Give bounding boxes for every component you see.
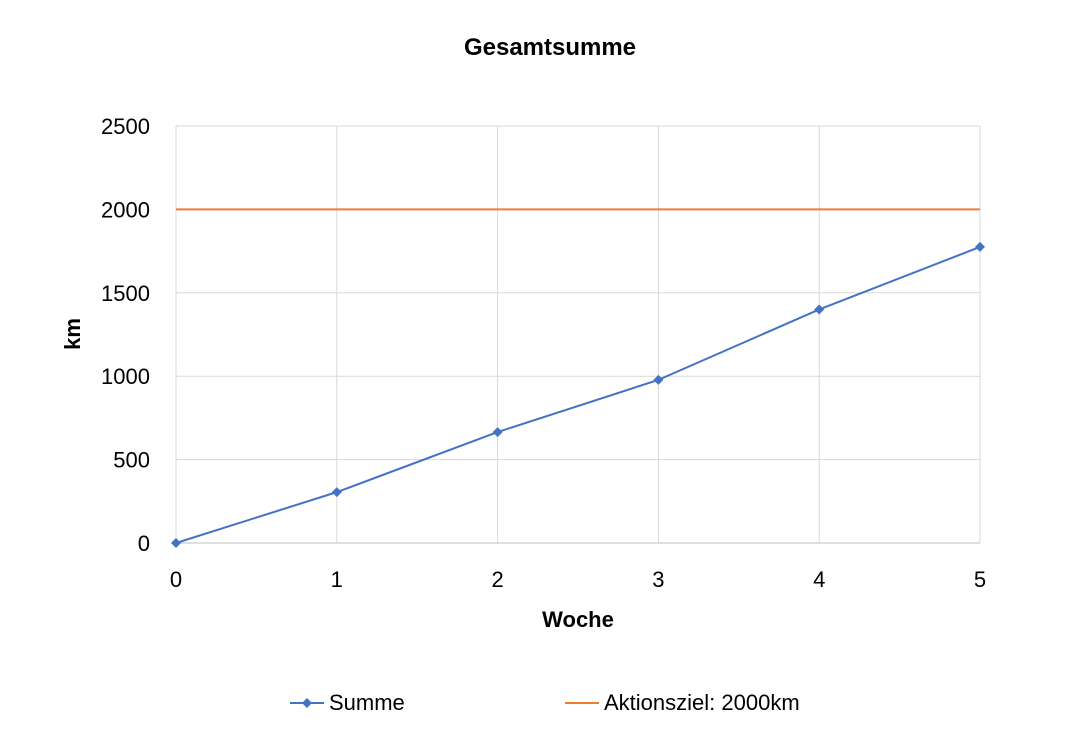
y-tick-label: 0 bbox=[138, 531, 150, 556]
data-point-marker bbox=[492, 427, 503, 438]
y-tick-label: 1500 bbox=[101, 281, 150, 306]
series-line-summe bbox=[175, 245, 981, 544]
data-point-marker bbox=[814, 304, 825, 315]
data-point-marker bbox=[975, 241, 985, 252]
data-point-marker bbox=[653, 374, 664, 385]
legend-line-icon bbox=[565, 702, 599, 704]
y-axis-ticks: 0 500 1000 1500 2000 2500 bbox=[101, 114, 150, 556]
legend-line-marker-icon bbox=[290, 698, 324, 708]
legend-label: Aktionsziel: 2000km bbox=[604, 690, 800, 715]
legend-label: Summe bbox=[329, 690, 405, 715]
gridlines bbox=[175, 125, 981, 544]
x-tick-label: 0 bbox=[170, 567, 182, 592]
y-tick-label: 1000 bbox=[101, 364, 150, 389]
y-axis-label: km bbox=[60, 318, 85, 350]
y-tick-label: 500 bbox=[113, 448, 150, 473]
y-tick-label: 2000 bbox=[101, 197, 150, 222]
data-point-marker bbox=[171, 538, 181, 548]
x-tick-label: 2 bbox=[491, 567, 503, 592]
x-tick-label: 5 bbox=[974, 567, 986, 592]
legend-item-aktionsziel: Aktionsziel: 2000km bbox=[564, 690, 800, 716]
y-tick-label: 2500 bbox=[101, 114, 150, 139]
x-tick-label: 3 bbox=[652, 567, 664, 592]
series-layer bbox=[171, 208, 985, 548]
x-axis-ticks: 0 1 2 3 4 5 bbox=[170, 567, 986, 592]
data-point-marker bbox=[331, 487, 342, 498]
x-axis-label: Woche bbox=[542, 607, 614, 632]
x-tick-label: 1 bbox=[331, 567, 343, 592]
chart-title: Gesamtsumme bbox=[463, 34, 637, 61]
legend: Summe Aktionsziel: 2000km bbox=[0, 690, 1079, 720]
legend-item-summe: Summe bbox=[289, 690, 405, 716]
x-tick-label: 4 bbox=[813, 567, 825, 592]
